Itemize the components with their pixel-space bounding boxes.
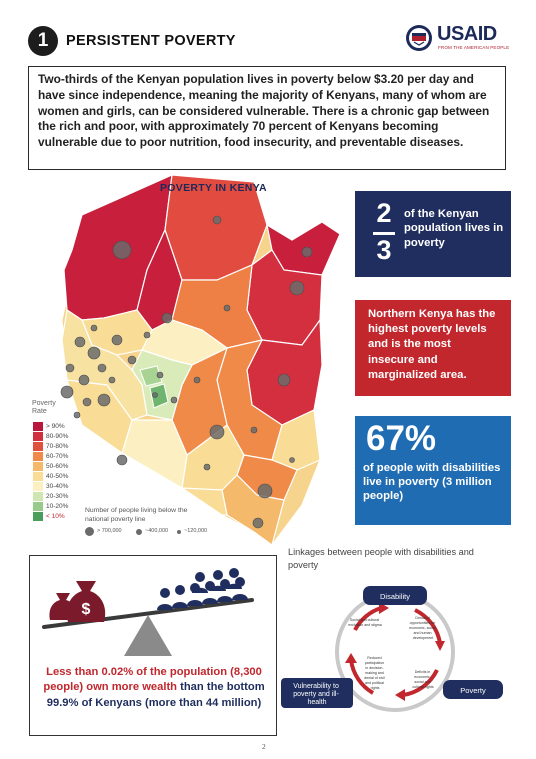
legend-label: 10-20% <box>46 503 69 510</box>
legend-swatch <box>33 472 43 481</box>
legend-swatch <box>33 432 43 441</box>
legend-label: 50-60% <box>46 463 69 470</box>
legend-item: 30-40% <box>33 482 113 492</box>
legend-item: 20-30% <box>33 492 113 502</box>
node-vulnerability-line: Vulnerability to <box>293 683 339 690</box>
wealth-gap-panel <box>29 555 277 736</box>
fraction-bar <box>373 232 395 235</box>
bubble-small-icon <box>177 530 181 534</box>
section-number-badge: 1 <box>28 26 58 56</box>
legend-label: < 10% <box>46 513 65 520</box>
usaid-tagline: FROM THE AMERICAN PEOPLE <box>438 45 510 50</box>
legend-item: < 10% <box>33 512 113 522</box>
kenya-poverty-map <box>60 174 341 546</box>
legend-label: 70-80% <box>46 443 69 450</box>
bubble-medium-icon <box>136 529 142 535</box>
region-nairobi <box>149 383 169 409</box>
northern-kenya-box: Northern Kenya has the highest poverty l… <box>355 300 511 396</box>
legend-title: Poverty Rate <box>32 400 56 415</box>
legend-item: 70-80% <box>33 442 113 452</box>
page-title: PERSISTENT POVERTY <box>66 33 236 49</box>
legend-swatch <box>33 482 43 491</box>
population-bubbles <box>60 215 313 529</box>
legend-item: 10-20% <box>33 502 113 512</box>
usaid-logo: USAID <box>437 23 497 45</box>
legend-swatch <box>33 442 43 451</box>
money-bag-large-icon <box>66 581 106 622</box>
disability-stat-box <box>355 416 511 525</box>
wealth-gap-text: Less than 0.02% of the population (8,300… <box>37 665 271 711</box>
legend-label: 60-70% <box>46 453 69 460</box>
disability-percent: 67% <box>366 419 437 458</box>
node-vulnerability-line: health <box>307 699 326 706</box>
disability-poverty-cycle-diagram: Disability Poverty Vulnerability to pove… <box>281 586 503 712</box>
disability-text: of people with disabilities live in pove… <box>363 462 501 503</box>
node-vulnerability <box>281 678 353 708</box>
legend-item: 60-70% <box>33 452 113 462</box>
node-vulnerability-line: poverty and ill- <box>293 691 339 698</box>
cycle-arrow <box>414 608 442 644</box>
cycle-arrow <box>353 606 382 631</box>
legend-swatch <box>33 492 43 501</box>
legend-swatch <box>33 512 43 521</box>
legend-label: 80-90% <box>46 433 69 440</box>
node-poverty-label: Poverty <box>460 686 486 695</box>
legend-item: > 90% <box>33 422 113 432</box>
map-title: POVERTY IN KENYA <box>160 182 267 194</box>
legend-item: 50-60% <box>33 462 113 472</box>
legend-label: > 90% <box>46 423 65 430</box>
linkages-title: Linkages between people with disabilitie… <box>288 547 474 570</box>
intro-paragraph: Two-thirds of the Kenyan population live… <box>28 66 506 170</box>
bubble-legend-label: ~400,000 <box>145 528 169 534</box>
region-lamu <box>271 409 321 471</box>
legend-swatch <box>33 422 43 431</box>
bubble-legend-label: > 700,000 <box>97 528 122 534</box>
region-kiambu <box>139 365 163 387</box>
seesaw-illustration: $ <box>42 568 254 656</box>
usaid-seal-icon <box>406 25 432 51</box>
node-vulnerability-label: Vulnerability to poverty and ill- health <box>293 683 341 706</box>
cycle-arrow <box>349 659 375 695</box>
note-deficits-rights: Deficits in economic, social and cultura… <box>412 670 434 689</box>
note-reduced-participation: Reduced participation in decision- makin… <box>364 656 386 690</box>
node-disability <box>363 586 427 605</box>
legend-item: 80-90% <box>33 432 113 442</box>
legend-swatch <box>33 452 43 461</box>
note-denial-opportunities: Denial of opportunities for economic, so… <box>409 616 437 640</box>
wealth-text-top: Less than 0.02% of the population (8,300… <box>43 666 262 694</box>
legend-swatch <box>33 462 43 471</box>
fraction-numerator: 2 <box>376 198 392 228</box>
dollar-sign: $ <box>82 601 91 618</box>
legend-swatch <box>33 502 43 511</box>
wealth-text-bottom: than the bottom 99.9% of Kenyans (more t… <box>46 681 265 709</box>
legend-label: 30-40% <box>46 483 69 490</box>
node-poverty <box>443 680 503 699</box>
bubble-legend-label: ~120,000 <box>184 528 208 534</box>
note-social-exclusion: Social and cultural exclusion and stigma <box>348 618 382 627</box>
legend-label: 40-50% <box>46 473 69 480</box>
bubble-large-icon <box>85 527 94 536</box>
cycle-arrow <box>402 669 439 697</box>
page-number: 2 <box>262 742 266 751</box>
people-group-icon <box>157 568 248 610</box>
bubble-legend-title: Number of people living below the nation… <box>85 507 188 523</box>
two-thirds-text: of the Kenyan population lives in povert… <box>404 208 504 249</box>
legend-label: 20-30% <box>46 493 69 500</box>
node-disability-label: Disability <box>380 592 410 601</box>
fraction-denominator: 3 <box>376 235 392 265</box>
legend-item: 40-50% <box>33 472 113 482</box>
